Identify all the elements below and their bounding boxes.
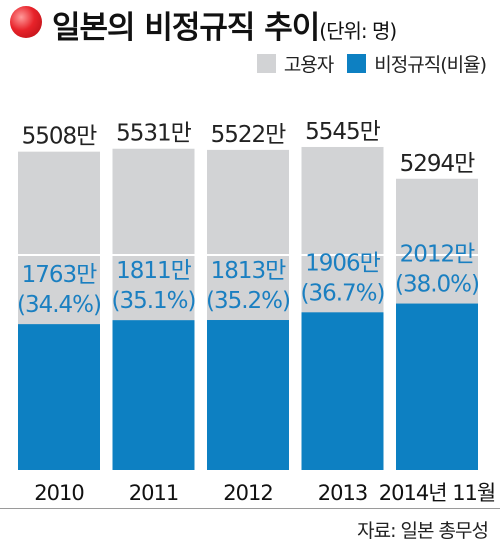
legend-item-nonregular: 비정규직(비율) bbox=[347, 50, 487, 77]
x-tick-label: 2012 bbox=[223, 481, 272, 505]
chart-header: 일본의 비정규직 추이(단위: 명) bbox=[0, 0, 500, 50]
total-value-label: 5522만 bbox=[211, 122, 287, 148]
bar-chart: 5508만 1763만 (34.4%) 2010 5531만 1811만 (35.1%) 20… bbox=[17, 119, 496, 505]
legend-swatch-nonregular bbox=[347, 53, 367, 73]
nonregular-ratio-label: (35.2%) bbox=[206, 288, 290, 314]
legend-label-employees: 고용자 bbox=[283, 53, 334, 76]
legend-swatch-employees bbox=[256, 53, 276, 73]
red-dot-icon bbox=[10, 6, 42, 38]
nonregular-value-label: 1763만 bbox=[22, 262, 98, 288]
axis-break-mark bbox=[18, 254, 100, 256]
bar-nonregular bbox=[112, 320, 195, 470]
axis-break-mark bbox=[207, 254, 289, 256]
legend: 고용자 비정규직(비율) bbox=[243, 50, 487, 77]
bar-nonregular bbox=[18, 324, 100, 470]
total-value-label: 5531만 bbox=[116, 121, 192, 147]
source-divider bbox=[0, 508, 500, 509]
legend-item-employees: 고용자 bbox=[256, 50, 334, 77]
axis-break-mark bbox=[396, 254, 478, 256]
chart-title-text: 일본의 비정규직 추이 bbox=[52, 10, 320, 46]
nonregular-value-label: 2012만 bbox=[400, 242, 476, 268]
source-note: 자료: 일본 총무성 bbox=[357, 520, 489, 542]
nonregular-value-label: 1906만 bbox=[305, 250, 381, 276]
bar-nonregular bbox=[396, 303, 478, 470]
nonregular-ratio-label: (36.7%) bbox=[300, 280, 384, 306]
axis-break-mark bbox=[301, 254, 384, 256]
x-tick-label: 2011 bbox=[129, 481, 178, 505]
x-tick-label: 2014년 11월 bbox=[379, 481, 495, 505]
unit-label: (단위: 명) bbox=[319, 19, 397, 43]
axis-break-mark bbox=[112, 254, 195, 256]
nonregular-ratio-label: (38.0%) bbox=[395, 272, 479, 298]
total-value-label: 5545만 bbox=[305, 119, 381, 145]
nonregular-ratio-label: (35.1%) bbox=[111, 288, 195, 314]
total-value-label: 5508만 bbox=[22, 124, 98, 150]
nonregular-value-label: 1813만 bbox=[211, 258, 287, 284]
nonregular-ratio-label: (34.4%) bbox=[17, 292, 101, 318]
chart-title: 일본의 비정규직 추이(단위: 명) bbox=[52, 2, 397, 47]
x-tick-label: 2013 bbox=[318, 481, 367, 505]
bar-nonregular bbox=[301, 312, 384, 470]
total-value-label: 5294만 bbox=[400, 151, 476, 177]
nonregular-value-label: 1811만 bbox=[116, 258, 192, 284]
x-tick-label: 2010 bbox=[34, 481, 83, 505]
legend-label-nonregular: 비정규직(비율) bbox=[374, 53, 487, 76]
bar-nonregular bbox=[207, 320, 289, 470]
